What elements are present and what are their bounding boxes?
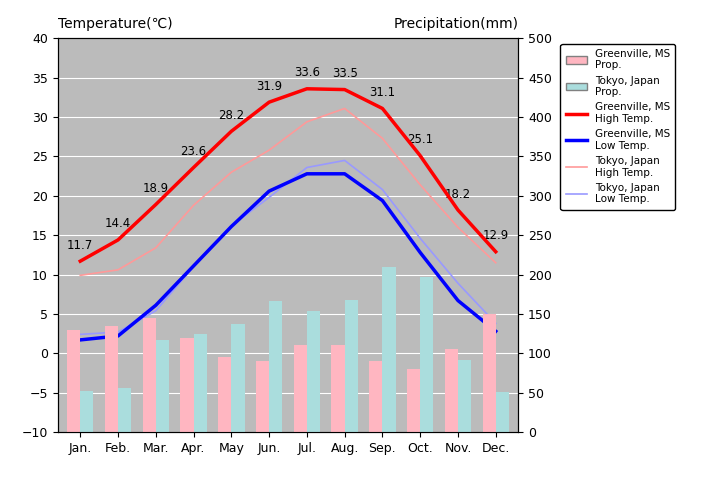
Bar xyxy=(307,311,320,432)
Text: 33.6: 33.6 xyxy=(294,66,320,79)
Bar xyxy=(458,360,471,432)
Bar xyxy=(194,334,207,432)
Bar xyxy=(345,300,358,432)
Text: 14.4: 14.4 xyxy=(105,217,131,230)
Bar xyxy=(218,357,231,432)
Bar xyxy=(256,361,269,432)
Bar xyxy=(118,388,131,432)
Bar xyxy=(80,391,94,432)
Bar xyxy=(67,330,80,432)
Bar xyxy=(382,267,396,432)
Bar xyxy=(445,349,458,432)
Bar xyxy=(496,392,509,432)
Bar xyxy=(156,340,169,432)
Text: 18.2: 18.2 xyxy=(445,188,471,201)
Text: Precipitation(mm): Precipitation(mm) xyxy=(393,16,518,31)
Text: 33.5: 33.5 xyxy=(332,67,358,80)
Text: Temperature(℃): Temperature(℃) xyxy=(58,16,172,31)
Bar xyxy=(369,361,382,432)
Text: 23.6: 23.6 xyxy=(181,145,207,158)
Bar xyxy=(231,324,245,432)
Text: 31.1: 31.1 xyxy=(369,86,395,99)
Bar xyxy=(269,300,282,432)
Text: 11.7: 11.7 xyxy=(67,239,94,252)
Legend: Greenville, MS
Prop., Tokyo, Japan
Prop., Greenville, MS
High Temp., Greenville,: Greenville, MS Prop., Tokyo, Japan Prop.… xyxy=(560,44,675,210)
Text: 31.9: 31.9 xyxy=(256,80,282,93)
Bar xyxy=(407,369,420,432)
Text: 12.9: 12.9 xyxy=(482,229,509,242)
Bar xyxy=(143,318,156,432)
Bar xyxy=(180,337,194,432)
Text: 25.1: 25.1 xyxy=(407,133,433,146)
Bar xyxy=(294,346,307,432)
Bar xyxy=(105,326,118,432)
Text: 28.2: 28.2 xyxy=(218,109,244,122)
Bar xyxy=(331,346,345,432)
Text: 18.9: 18.9 xyxy=(143,182,169,195)
Bar xyxy=(482,314,496,432)
Bar xyxy=(420,277,433,432)
